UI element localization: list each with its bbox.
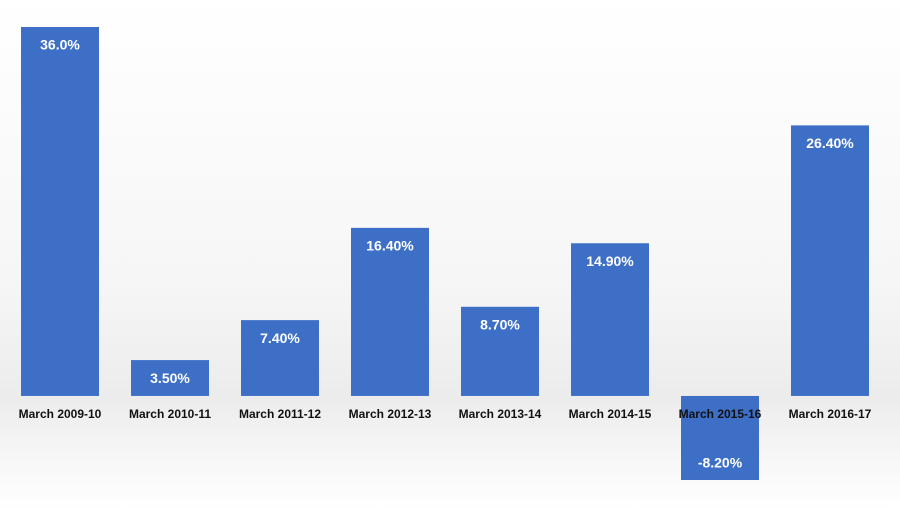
- bar: [461, 306, 539, 396]
- value-label: -8.20%: [698, 455, 743, 471]
- value-label: 8.70%: [480, 316, 520, 332]
- value-label: 7.40%: [260, 330, 300, 346]
- bar: [791, 125, 869, 396]
- bar: [131, 360, 209, 396]
- bar: [571, 243, 649, 396]
- bar: [21, 27, 99, 396]
- x-tick-label: March 2010-11: [129, 407, 211, 421]
- x-tick-label: March 2012-13: [349, 407, 432, 421]
- bar: [241, 320, 319, 396]
- x-tick-label: March 2014-15: [569, 407, 652, 421]
- value-label: 16.40%: [366, 238, 414, 254]
- bar: [351, 227, 429, 396]
- x-tick-label: March 2015-16: [679, 407, 762, 421]
- value-label: 26.40%: [806, 135, 854, 151]
- value-label: 14.90%: [586, 253, 634, 269]
- x-tick-label: March 2009-10: [19, 407, 102, 421]
- x-tick-label: March 2011-12: [239, 407, 321, 421]
- x-tick-label: March 2016-17: [789, 407, 872, 421]
- bar: [681, 395, 759, 480]
- value-label: 36.0%: [40, 37, 80, 53]
- x-tick-label: March 2013-14: [459, 407, 542, 421]
- value-label: 3.50%: [150, 370, 190, 386]
